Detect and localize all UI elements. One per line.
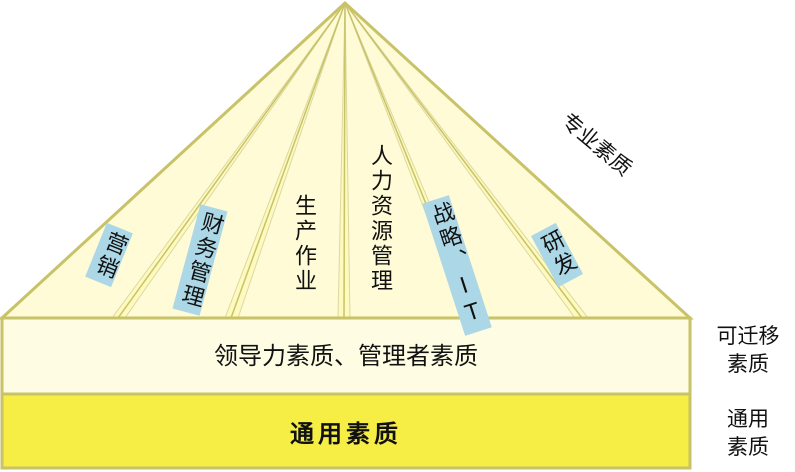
band-general-label: 通用素质 [290, 420, 402, 448]
band-leadership-box [0, 316, 692, 396]
band-general-box [0, 392, 692, 470]
pyramid-top-label: 专业素质 [557, 108, 637, 180]
side-label-general: 通用 素质 [727, 407, 769, 459]
segment-label-hr: 人力资源管理 [367, 144, 392, 294]
pyramid-ray-lines [117, 2, 583, 319]
side-label-transferable: 可迁移 素质 [716, 324, 780, 376]
segment-label-production: 生产作业 [291, 194, 316, 294]
band-leadership-label: 领导力素质、管理者素质 [214, 342, 478, 370]
